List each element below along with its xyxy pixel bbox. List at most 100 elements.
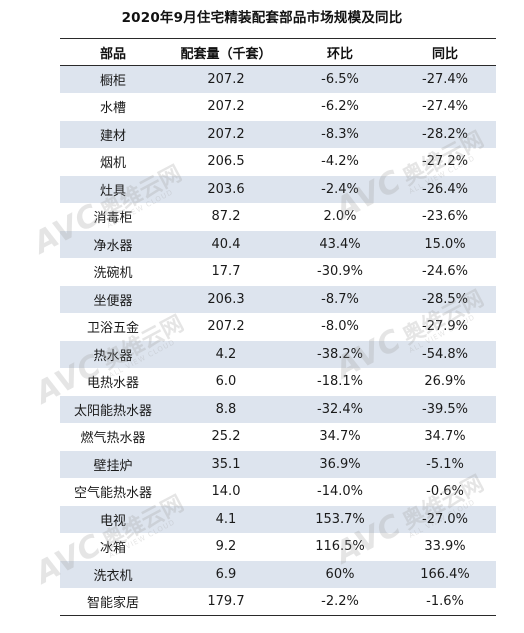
cell-part: 智能家居 bbox=[86, 596, 139, 612]
cell-volume: 207.2 bbox=[207, 319, 245, 335]
cell-volume: 206.5 bbox=[207, 154, 245, 170]
table-row: 智能家居 179.7 -2.2% -1.6% bbox=[60, 588, 496, 616]
cell-volume: 87.2 bbox=[211, 209, 241, 225]
cell-mom: 153.7% bbox=[315, 511, 365, 527]
cell-part: 冰箱 bbox=[99, 541, 126, 557]
table-row: 冰箱 9.2 116.5% 33.9% bbox=[60, 533, 496, 561]
cell-yoy: -23.6% bbox=[422, 209, 468, 225]
cell-volume: 206.3 bbox=[207, 291, 245, 307]
cell-mom: -6.2% bbox=[321, 99, 359, 115]
table-row: 燃气热水器 25.2 34.7% 34.7% bbox=[60, 423, 496, 451]
cell-volume: 4.2 bbox=[215, 346, 237, 362]
cell-volume: 207.2 bbox=[207, 126, 245, 142]
cell-part: 灶具 bbox=[99, 183, 126, 199]
table-header-row: 部品 配套量（千套） 环比 同比 bbox=[60, 38, 496, 66]
cell-part: 建材 bbox=[99, 128, 126, 144]
table-row: 卫浴五金 207.2 -8.0% -27.9% bbox=[60, 313, 496, 341]
cell-part: 壁挂炉 bbox=[93, 458, 133, 474]
market-size-table: 部品 配套量（千套） 环比 同比 橱柜 207.2 -6.5% -27.4% 水槽 207… bbox=[60, 38, 496, 616]
table-row: 电热水器 6.0 -18.1% 26.9% bbox=[60, 368, 496, 396]
cell-volume: 6.0 bbox=[215, 374, 237, 390]
cell-mom: -32.4% bbox=[317, 401, 363, 417]
cell-yoy: 26.9% bbox=[424, 374, 466, 390]
cell-yoy: 15.0% bbox=[424, 236, 466, 252]
cell-mom: 116.5% bbox=[315, 539, 365, 555]
cell-mom: -8.3% bbox=[321, 126, 359, 142]
cell-yoy: 33.9% bbox=[424, 539, 466, 555]
cell-part: 卫浴五金 bbox=[86, 321, 139, 337]
cell-mom: -38.2% bbox=[317, 346, 363, 362]
cell-mom: -8.0% bbox=[321, 319, 359, 335]
cell-mom: 60% bbox=[325, 566, 355, 582]
cell-mom: -2.4% bbox=[321, 181, 359, 197]
cell-yoy: -27.9% bbox=[422, 319, 468, 335]
table-row: 灶具 203.6 -2.4% -26.4% bbox=[60, 176, 496, 204]
cell-yoy: -27.4% bbox=[422, 99, 468, 115]
header-cell-part: 部品 bbox=[99, 46, 126, 62]
table-row: 热水器 4.2 -38.2% -54.8% bbox=[60, 341, 496, 369]
cell-part: 太阳能热水器 bbox=[73, 403, 152, 419]
cell-yoy: -0.6% bbox=[426, 484, 464, 500]
cell-volume: 25.2 bbox=[211, 429, 241, 445]
cell-volume: 35.1 bbox=[211, 456, 241, 472]
cell-volume: 207.2 bbox=[207, 99, 245, 115]
cell-mom: -30.9% bbox=[317, 264, 363, 280]
cell-volume: 6.9 bbox=[215, 566, 237, 582]
cell-volume: 17.7 bbox=[211, 264, 241, 280]
cell-part: 热水器 bbox=[93, 348, 133, 364]
cell-yoy: -28.5% bbox=[422, 291, 468, 307]
table-row: 建材 207.2 -8.3% -28.2% bbox=[60, 121, 496, 149]
cell-yoy: -28.2% bbox=[422, 126, 468, 142]
cell-part: 水槽 bbox=[99, 101, 126, 117]
cell-part: 燃气热水器 bbox=[80, 431, 146, 447]
cell-mom: -4.2% bbox=[321, 154, 359, 170]
table-row: 壁挂炉 35.1 36.9% -5.1% bbox=[60, 451, 496, 479]
cell-mom: -18.1% bbox=[317, 374, 363, 390]
cell-yoy: -5.1% bbox=[426, 456, 464, 472]
cell-mom: -6.5% bbox=[321, 71, 359, 87]
cell-mom: 43.4% bbox=[319, 236, 361, 252]
cell-yoy: -39.5% bbox=[422, 401, 468, 417]
cell-yoy: -54.8% bbox=[422, 346, 468, 362]
cell-mom: 34.7% bbox=[319, 429, 361, 445]
cell-volume: 179.7 bbox=[207, 594, 245, 610]
cell-mom: -8.7% bbox=[321, 291, 359, 307]
table-row: 太阳能热水器 8.8 -32.4% -39.5% bbox=[60, 396, 496, 424]
cell-volume: 203.6 bbox=[207, 181, 245, 197]
cell-volume: 8.8 bbox=[215, 401, 237, 417]
header-cell-yoy: 同比 bbox=[431, 46, 458, 62]
cell-part: 烟机 bbox=[99, 156, 126, 172]
cell-mom: 2.0% bbox=[323, 209, 357, 225]
cell-part: 洗衣机 bbox=[93, 568, 133, 584]
cell-volume: 14.0 bbox=[211, 484, 241, 500]
table-row: 电视 4.1 153.7% -27.0% bbox=[60, 506, 496, 534]
cell-volume: 9.2 bbox=[215, 539, 237, 555]
table-title: 2020年9月住宅精装配套部品市场规模及同比 bbox=[121, 10, 403, 26]
cell-yoy: -26.4% bbox=[422, 181, 468, 197]
cell-part: 净水器 bbox=[93, 238, 133, 254]
cell-yoy: -27.2% bbox=[422, 154, 468, 170]
header-cell-volume: 配套量（千套） bbox=[180, 46, 272, 62]
cell-yoy: -27.0% bbox=[422, 511, 468, 527]
table-row: 消毒柜 87.2 2.0% -23.6% bbox=[60, 203, 496, 231]
table-body: 橱柜 207.2 -6.5% -27.4% 水槽 207.2 -6.2% -27.4% 建材 20… bbox=[60, 66, 496, 616]
header-cell-mom: 环比 bbox=[326, 46, 353, 62]
cell-part: 消毒柜 bbox=[93, 211, 133, 227]
cell-mom: 36.9% bbox=[319, 456, 361, 472]
table-row: 空气能热水器 14.0 -14.0% -0.6% bbox=[60, 478, 496, 506]
table-row: 洗碗机 17.7 -30.9% -24.6% bbox=[60, 258, 496, 286]
cell-mom: -2.2% bbox=[321, 594, 359, 610]
table-row: 烟机 206.5 -4.2% -27.2% bbox=[60, 148, 496, 176]
cell-volume: 207.2 bbox=[207, 71, 245, 87]
table-row: 洗衣机 6.9 60% 166.4% bbox=[60, 561, 496, 589]
cell-part: 洗碗机 bbox=[93, 266, 133, 282]
cell-part: 坐便器 bbox=[93, 293, 133, 309]
table-row: 坐便器 206.3 -8.7% -28.5% bbox=[60, 286, 496, 314]
cell-part: 橱柜 bbox=[99, 73, 126, 89]
cell-yoy: -24.6% bbox=[422, 264, 468, 280]
cell-yoy: -1.6% bbox=[426, 594, 464, 610]
table-row: 橱柜 207.2 -6.5% -27.4% bbox=[60, 66, 496, 94]
cell-part: 空气能热水器 bbox=[73, 486, 152, 502]
cell-mom: -14.0% bbox=[317, 484, 363, 500]
table-row: 净水器 40.4 43.4% 15.0% bbox=[60, 231, 496, 259]
